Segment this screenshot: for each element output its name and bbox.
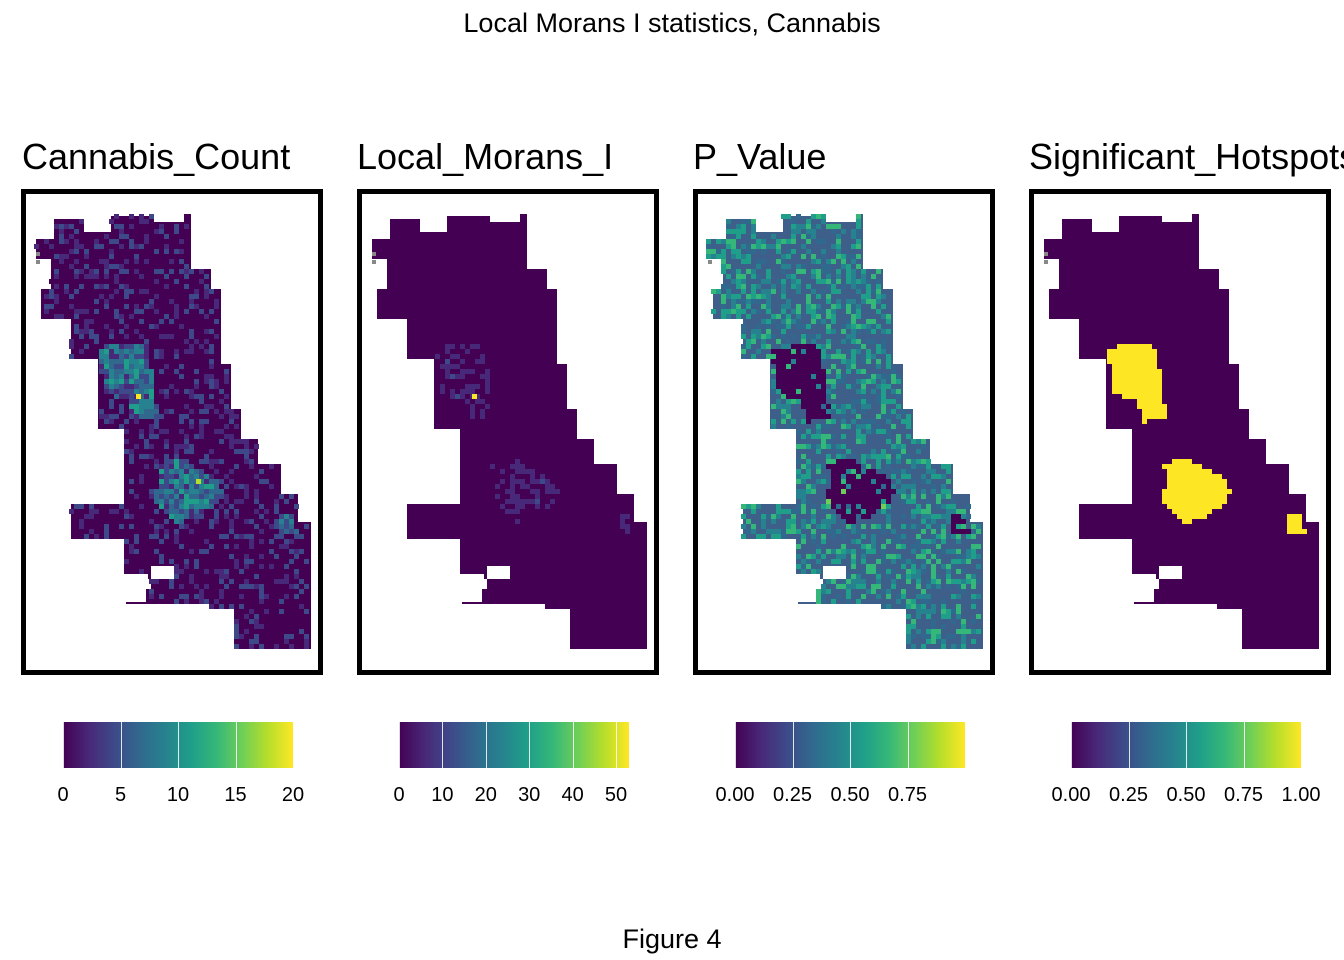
high-cell: [196, 479, 201, 484]
map-point: [1044, 252, 1048, 256]
legend-tick: [1301, 722, 1302, 768]
legend-tick: [63, 722, 64, 768]
max-cell: [472, 394, 477, 399]
legend-tick: [1186, 722, 1187, 768]
legend-tick-label: 40: [561, 784, 584, 806]
legend-local-morans-i: 0 10 20 30 40 50: [393, 722, 629, 806]
legend-tick-label: 0.50: [830, 784, 870, 806]
legend-tick: [178, 722, 179, 768]
legend-tick: [572, 722, 574, 768]
legend-tick-label: 0: [393, 784, 405, 806]
city-outline: [1044, 214, 1319, 649]
map-point: [36, 252, 40, 256]
legend-tick-label: 0.50: [1166, 784, 1206, 806]
grid-cells: [706, 214, 981, 649]
legend-p-value: 0.00 0.25 0.50 0.75: [716, 722, 965, 806]
grid-cells: [34, 214, 309, 649]
legend-tick: [907, 722, 909, 768]
map-point: [372, 252, 376, 256]
legend-tick: [1128, 722, 1130, 768]
legend-tick: [442, 722, 444, 768]
map-significant-hotspots: [1044, 214, 1319, 649]
legend-tick-label: 0.25: [773, 784, 812, 806]
legend-tick: [399, 722, 400, 768]
map-point: [372, 260, 376, 264]
lake-inlet: [462, 566, 510, 602]
figure-caption: Figure 4: [622, 924, 722, 954]
map-cannabis-count: [34, 214, 311, 649]
legend-tick: [529, 722, 531, 768]
panel-title-cannabis-count: Cannabis_Count: [22, 136, 291, 177]
legend-tick-label: 5: [114, 784, 127, 806]
legend-tick-label: 15: [224, 784, 247, 806]
map-frame-local-morans-i: [357, 189, 659, 675]
grid-cells: [1107, 344, 1307, 534]
legend-tick: [615, 722, 617, 768]
legend-tick-label: 0.00: [1051, 784, 1091, 806]
map-frame-p-value: [693, 189, 995, 675]
legend-tick-label: 0: [57, 784, 69, 806]
legend-tick-label: 50: [604, 784, 628, 806]
legend-cannabis-count: 0 5 10 15 20: [57, 722, 304, 806]
legend-tick-label: 1.00: [1281, 784, 1321, 806]
grid-cells: [435, 344, 630, 534]
legend-tick: [735, 722, 736, 768]
legend-tick: [792, 722, 794, 768]
legend-tick-label: 10: [166, 784, 190, 806]
figure-title: Local Morans I statistics, Cannabis: [463, 8, 881, 38]
legend-tick-label: 30: [518, 784, 541, 806]
panel-title-local-morans-i: Local_Morans_I: [357, 136, 614, 177]
legend-tick-label: 0.75: [1224, 784, 1263, 806]
legend-tick: [850, 722, 851, 768]
legend-tick: [235, 722, 237, 768]
map-point: [708, 260, 712, 264]
legend-tick-label: 20: [474, 784, 497, 806]
map-frame-significant-hotspots: [1029, 189, 1331, 675]
legend-tick: [120, 722, 122, 768]
map-local-morans-i: [372, 214, 647, 649]
city-outline: [36, 214, 311, 649]
panel-title-significant-hotspots: Significant_Hotspots: [1029, 136, 1344, 177]
map-point: [1044, 260, 1048, 264]
legend-tick-label: 20: [281, 784, 305, 806]
legend-tick: [485, 722, 487, 768]
legend-tick-label: 10: [431, 784, 454, 806]
legend-tick: [293, 722, 294, 768]
legend-tick-label: 0.25: [1109, 784, 1148, 806]
legend-tick: [1071, 722, 1072, 768]
city-outline: [708, 214, 983, 649]
map-point: [36, 260, 40, 264]
lake-inlet: [1134, 566, 1182, 602]
legend-significant-hotspots: 0.00 0.25 0.50 0.75 1.00: [1052, 722, 1320, 806]
legend-tick-label: 0.00: [715, 784, 755, 806]
city-outline: [372, 214, 647, 649]
map-p-value: [706, 214, 983, 649]
max-cell: [136, 394, 141, 399]
colorbar: [399, 722, 629, 768]
legend-tick-label: 0.75: [888, 784, 927, 806]
map-frame-cannabis-count: [21, 189, 323, 675]
panel-title-p-value: P_Value: [693, 136, 827, 177]
legend-tick: [1243, 722, 1245, 768]
